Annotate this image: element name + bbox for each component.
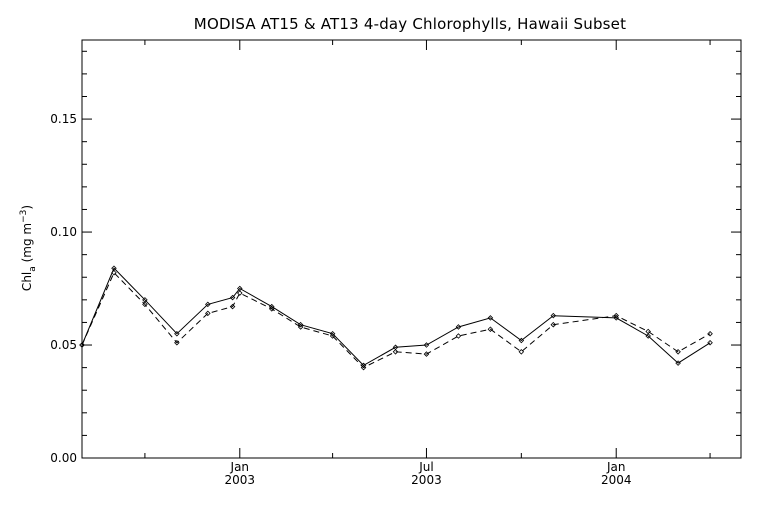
series-point-2 (707, 330, 713, 337)
series-point-1 (613, 315, 619, 321)
y-axis-label-main: Chl (20, 272, 34, 291)
y-axis-label: Chla (mg m−3) (19, 205, 38, 291)
y-tick-label: 0.05 (50, 338, 77, 352)
series-point-1 (487, 315, 494, 321)
series-point-1 (329, 330, 336, 337)
x-tick-label-month: Jul (418, 460, 433, 474)
series-point-1 (297, 321, 304, 328)
series-point-2 (360, 364, 367, 371)
series-point-2 (174, 340, 180, 346)
series-point-2 (392, 349, 399, 355)
series-point-1 (707, 340, 713, 346)
y-tick-label: 0.00 (50, 451, 77, 465)
series-point-1 (205, 301, 211, 308)
series-point-2 (205, 310, 211, 317)
y-tick-label: 0.15 (50, 112, 77, 126)
series-point-2 (229, 303, 236, 310)
x-tick-label-month: Jan (230, 460, 250, 474)
series-point-2 (675, 349, 681, 355)
series-point-2 (423, 351, 430, 357)
series-point-2 (142, 301, 148, 308)
series-point-1 (423, 342, 430, 348)
series-line-1 (81, 267, 711, 367)
series-point-2 (487, 326, 494, 332)
y-axis-label-unit: (mg m (20, 223, 34, 266)
series-layer (79, 265, 713, 371)
series-point-2 (645, 328, 651, 335)
x-tick-label-year: 2003 (225, 473, 256, 487)
chart-title: MODISA AT15 & AT13 4-day Chlorophylls, H… (194, 15, 626, 33)
y-axis: 0.00 0.05 0.10 0.15 (50, 50, 741, 465)
series-point-2 (111, 269, 117, 276)
x-tick-label-year: 2003 (411, 473, 442, 487)
series-point-2 (518, 349, 525, 355)
series-point-1 (229, 294, 236, 301)
series-point-2 (550, 321, 557, 328)
x-tick-label-year: 2004 (601, 473, 632, 487)
series-point-1 (675, 360, 681, 366)
y-axis-label-subscript: a (28, 266, 38, 272)
series-point-2 (268, 306, 275, 312)
series-line-2 (81, 271, 711, 369)
series-point-1 (174, 330, 180, 337)
series-point-2 (329, 333, 336, 339)
series-point-1 (455, 324, 462, 330)
series-point-1 (550, 312, 557, 319)
series-point-1 (518, 337, 525, 344)
series-point-2 (79, 342, 85, 348)
plot-frame (81, 39, 742, 459)
y-tick-label: 0.10 (50, 225, 77, 239)
series-point-1 (645, 333, 651, 339)
series-point-2 (297, 324, 304, 330)
series-point-2 (455, 333, 462, 339)
x-tick-label-month: Jan (606, 460, 626, 474)
series-point-2 (613, 312, 619, 319)
series-point-2 (237, 290, 243, 296)
plot-border (81, 39, 742, 459)
y-axis-label-exponent: −3 (19, 210, 29, 223)
y-axis-label-unit-close: ) (20, 205, 34, 210)
